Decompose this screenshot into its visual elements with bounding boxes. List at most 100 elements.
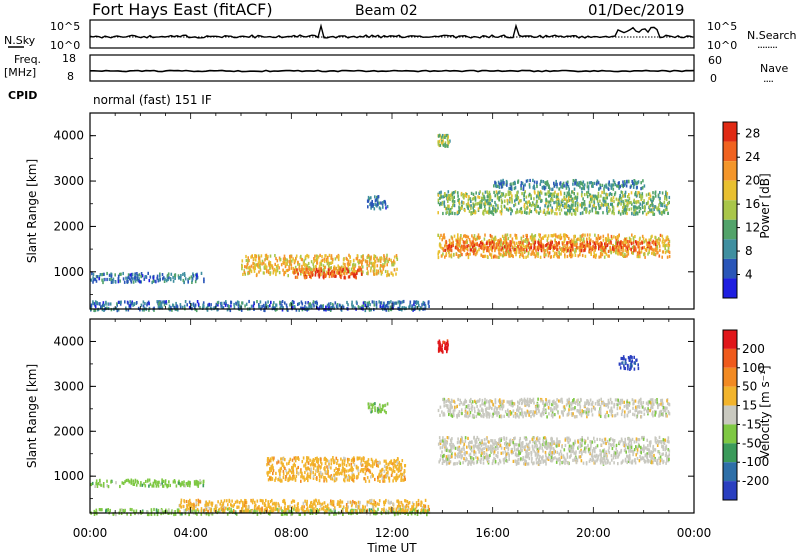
velocity-cell [396,505,399,509]
velocity-cell [259,507,262,511]
power-cell [252,262,255,266]
power-cell [144,302,146,306]
power-cell [381,270,383,274]
power-cell [574,195,577,199]
power-cell [606,196,608,200]
velocity-cell [366,463,369,468]
power-cell [551,209,554,213]
velocity-cell [250,509,253,513]
velocity-cell [109,508,111,513]
power-cell [609,245,611,249]
power-cell [515,234,518,238]
power-colorbar-tick-label: 12 [745,221,760,235]
power-cell [364,303,367,308]
power-cell [531,252,533,256]
velocity-cell [375,504,377,508]
power-cell [523,198,525,202]
velocity-cell [369,499,372,503]
power-cell [459,249,462,253]
power-cell [259,260,261,264]
power-cell [530,244,533,248]
power-cell [652,198,654,202]
velocity-cell [385,510,387,514]
velocity-cell [188,512,190,517]
power-cell [634,240,637,244]
power-cell [655,247,657,251]
power-cell [524,238,527,242]
velocity-cell [420,503,422,507]
velocity-cell [352,499,354,504]
power-cell [463,248,466,253]
velocity-cell [288,509,290,513]
velocity-cell [376,463,378,468]
velocity-cell [313,499,315,503]
power-cell [626,250,628,254]
velocity-cell [280,457,282,461]
power-cell [612,187,615,191]
power-cell [465,240,467,244]
power-cell [641,186,644,190]
power-cell [628,207,630,212]
power-cell [527,252,530,256]
power-cell [480,240,483,244]
power-cell [620,245,623,249]
velocity-cell [293,462,296,466]
power-cell [473,243,476,247]
power-cell [473,195,476,199]
power-cell [543,210,546,214]
power-cell [537,245,540,249]
power-cell [289,260,292,264]
velocity-cell [262,499,264,503]
power-cell [568,192,570,196]
power-cell [639,255,641,259]
power-cell [482,254,484,258]
power-cell [565,249,568,254]
power-cell [314,254,316,258]
power-cell [551,240,553,244]
power-cell [597,191,600,195]
velocity-cell [289,504,291,508]
velocity-cell [305,467,307,471]
power-cell [375,303,378,307]
power-cell [491,235,493,239]
power-cell [630,207,633,211]
power-cell [525,255,527,259]
power-cell [480,199,482,204]
power-cell [459,254,462,258]
power-cell [282,257,285,261]
power-cell [600,243,602,247]
power-cell [573,234,576,238]
power-cell [599,242,601,246]
power-cell [472,252,475,256]
power-cell [203,277,205,281]
power-cell [531,238,534,242]
velocity-cell [309,476,312,480]
power-cell [206,308,209,312]
power-cell [539,244,542,248]
power-cell [264,301,267,305]
power-cell [513,247,515,251]
power-cell [612,206,615,210]
power-cell [554,245,556,250]
power-cell [490,210,492,214]
power-cell [555,241,557,245]
power-cell [608,241,611,245]
power-cell [457,240,459,244]
freq-panel-frame [89,54,695,82]
velocity-cell [370,510,372,514]
power-cell [275,303,278,307]
power-cell [648,204,651,208]
power-cell [452,240,454,244]
power-cell [556,182,558,186]
power-cell [342,258,345,262]
power-cell [156,274,159,278]
power-cell [226,308,229,312]
power-cell [632,238,635,242]
power-cell [379,256,381,260]
power-cell [476,202,479,206]
power-cell [320,262,323,266]
velocity-cell [333,479,336,483]
velocity-cell [228,510,231,514]
velocity-cell [393,476,395,480]
power-cell [387,273,390,277]
